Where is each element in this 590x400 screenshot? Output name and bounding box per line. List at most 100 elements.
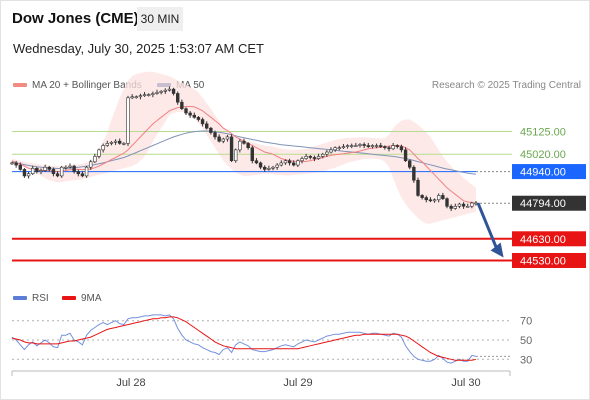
price-tag-support: 44530.00 bbox=[512, 252, 586, 268]
candle-body bbox=[275, 164, 279, 168]
candle-body bbox=[180, 101, 184, 109]
candle-body bbox=[26, 173, 31, 177]
candle-body bbox=[391, 145, 395, 150]
candle-body bbox=[362, 144, 366, 146]
candle-body bbox=[10, 162, 14, 165]
candle-body bbox=[93, 156, 97, 163]
time-axis-label: Jul 30 bbox=[451, 377, 480, 389]
candle-body bbox=[200, 119, 205, 125]
candle-body bbox=[437, 195, 441, 201]
candle-body bbox=[80, 173, 85, 177]
rsi-tick-label: 50 bbox=[520, 335, 532, 347]
candle-body bbox=[395, 145, 399, 147]
chart-header: Dow Jones (CME) 30 MIN bbox=[0, 0, 590, 36]
candle-body bbox=[449, 205, 453, 209]
candle-body bbox=[470, 202, 474, 207]
legend-ma20-swatch bbox=[13, 83, 27, 88]
candle-body bbox=[217, 136, 221, 142]
price-tag-background bbox=[512, 252, 586, 268]
candle-body bbox=[242, 140, 246, 144]
candle-body bbox=[31, 168, 35, 175]
candle-body bbox=[64, 166, 68, 169]
candle-body bbox=[142, 94, 147, 96]
candle-body bbox=[138, 95, 143, 98]
candle-body bbox=[254, 160, 259, 164]
rsi-tick-label: 70 bbox=[520, 316, 532, 328]
candle-body bbox=[188, 112, 192, 116]
timeframe-selector[interactable]: 30 MIN bbox=[137, 7, 183, 31]
candle-body bbox=[325, 151, 329, 155]
candle-body bbox=[76, 171, 80, 175]
price-tag-label: 44530.00 bbox=[520, 255, 566, 267]
price-tag-pivot: 44940.00 bbox=[512, 164, 586, 180]
candle-body bbox=[130, 96, 134, 99]
price-tag-background bbox=[512, 195, 586, 211]
candle-body bbox=[134, 96, 138, 99]
candle-body bbox=[399, 146, 404, 151]
price-tag-label: 44794.00 bbox=[520, 198, 566, 210]
time-axis-label: Jul 28 bbox=[116, 377, 145, 389]
candle-body bbox=[84, 166, 89, 177]
price-tag-resistance: 45125.00 bbox=[520, 126, 566, 138]
price-tag-label: 44940.00 bbox=[520, 167, 566, 179]
candle-body bbox=[383, 146, 387, 149]
candle-body bbox=[432, 199, 437, 202]
candle-body bbox=[258, 162, 263, 168]
candle-body bbox=[416, 179, 420, 196]
candle-body bbox=[358, 144, 362, 146]
candle-body bbox=[366, 145, 370, 147]
candle-body bbox=[109, 141, 114, 144]
candle-body bbox=[461, 203, 466, 207]
candle-body bbox=[408, 160, 412, 168]
candle-body bbox=[18, 164, 22, 170]
candle-body bbox=[350, 145, 354, 147]
candle-body bbox=[101, 145, 105, 151]
candle-body bbox=[296, 160, 300, 166]
candle-body bbox=[39, 170, 43, 172]
candle-body bbox=[43, 166, 47, 171]
price-tag-resistance: 45020.00 bbox=[520, 149, 566, 161]
candle-body bbox=[267, 168, 271, 170]
legend-rsi-label: RSI bbox=[32, 293, 49, 304]
candle-body bbox=[176, 93, 180, 103]
candle-body bbox=[205, 123, 209, 129]
candle-body bbox=[196, 117, 201, 120]
legend-9ma: 9MA bbox=[62, 293, 102, 304]
candle-body bbox=[184, 108, 188, 114]
candle-body bbox=[246, 143, 250, 149]
candle-body bbox=[287, 160, 292, 164]
price-tag-background bbox=[512, 231, 586, 247]
projection-arrow-shaft bbox=[476, 202, 499, 250]
candle-body bbox=[151, 93, 155, 95]
rsi-tick-label: 30 bbox=[520, 354, 532, 366]
candle-body bbox=[22, 169, 27, 177]
candle-body bbox=[221, 138, 225, 142]
candle-body bbox=[374, 145, 379, 147]
candle-body bbox=[55, 173, 60, 177]
candle-body bbox=[159, 91, 163, 93]
candle-body bbox=[453, 205, 457, 209]
chart-datetime: Wednesday, July 30, 2025 1:53:07 AM CET bbox=[13, 41, 264, 56]
candle-body bbox=[234, 149, 238, 162]
candle-body bbox=[316, 156, 321, 159]
candle-body bbox=[225, 136, 230, 140]
candle-body bbox=[167, 88, 172, 91]
candle-body bbox=[122, 143, 126, 145]
candle-body bbox=[445, 198, 449, 207]
candle-body bbox=[312, 157, 317, 159]
candle-body bbox=[155, 92, 159, 94]
candle-body bbox=[424, 197, 428, 201]
price-tag-label: 45020.00 bbox=[520, 149, 566, 161]
candle-body bbox=[51, 169, 56, 175]
candle-body bbox=[147, 94, 151, 96]
candle-body bbox=[329, 149, 333, 153]
candle-body bbox=[47, 166, 51, 170]
candle-body bbox=[379, 145, 383, 147]
legend-9ma-swatch bbox=[62, 296, 76, 301]
time-axis-label: Jul 29 bbox=[283, 377, 312, 389]
candle-body bbox=[72, 165, 76, 172]
candle-body bbox=[441, 195, 445, 199]
candle-body bbox=[229, 136, 234, 162]
price-tag-support: 44630.00 bbox=[512, 231, 586, 247]
